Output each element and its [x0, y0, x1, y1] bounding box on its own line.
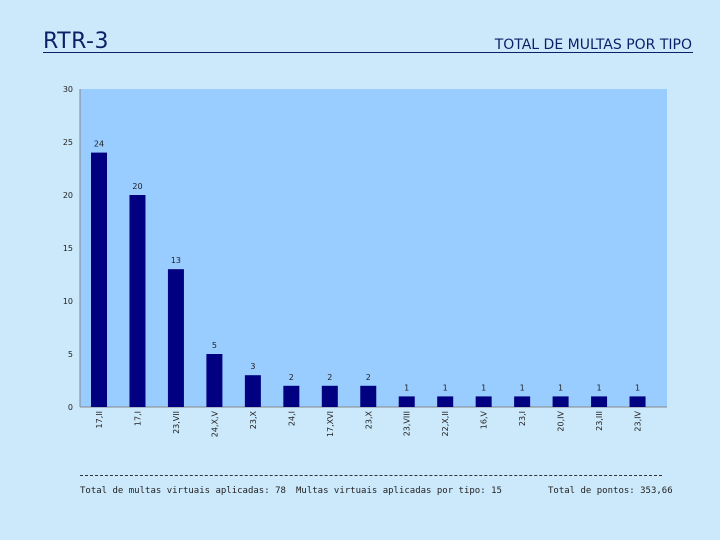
bar: [283, 385, 300, 407]
bar-value-label: 2: [366, 373, 371, 382]
footer-divider: [80, 475, 662, 476]
y-tick-label: 20: [63, 191, 73, 200]
fines-per-type-text: Multas virtuais aplicadas por tipo: 15: [296, 486, 502, 496]
bar: [552, 396, 569, 407]
bar: [91, 152, 107, 407]
bar: [398, 396, 415, 407]
bar-value-label: 1: [443, 383, 448, 392]
x-category-label: 23,VIII: [403, 411, 412, 436]
x-category-label: 16,V: [480, 410, 489, 429]
bar-value-label: 1: [404, 383, 409, 392]
bar: [514, 396, 531, 407]
bars: [91, 152, 646, 407]
bar: [321, 385, 338, 407]
total-points-text: Total de pontos: 353,66: [548, 486, 673, 496]
bar: [475, 396, 492, 407]
bar: [591, 396, 608, 407]
x-category-label: 23,VII: [172, 411, 181, 434]
data-labels: 24 20 13 5 3 2 2 2 1 1 1 1 1 1 1: [94, 140, 640, 393]
x-category-label: 17,XVI: [326, 411, 335, 437]
total-fines-text: Total de multas virtuais aplicadas: 78: [80, 486, 286, 496]
x-category-label: 17,I: [133, 411, 142, 426]
bar: [437, 396, 454, 407]
bar-value-label: 2: [289, 373, 294, 382]
bar-value-label: 1: [558, 383, 563, 392]
bar: [167, 269, 184, 407]
x-category-label: 23,I: [518, 411, 527, 426]
bar-value-label: 1: [481, 383, 486, 392]
bar: [360, 385, 377, 407]
x-category-label: 20,IV: [557, 410, 566, 431]
x-category-label: 23,X: [249, 410, 258, 429]
bar-value-label: 24: [94, 140, 104, 149]
bar-value-label: 5: [212, 341, 217, 350]
title-underline: [43, 52, 693, 53]
y-tick-labels: 0 5 10 15 20 25 30: [63, 85, 73, 412]
x-category-label: 24,I: [287, 411, 296, 426]
y-tick-label: 15: [63, 244, 73, 253]
y-tick-label: 25: [63, 138, 73, 147]
y-tick-label: 0: [68, 403, 73, 412]
x-category-label: 24,X,V: [210, 410, 219, 437]
x-category-label: 17,II: [95, 411, 104, 428]
y-tick-label: 5: [68, 350, 73, 359]
bar-value-label: 1: [520, 383, 525, 392]
bar-value-label: 1: [597, 383, 602, 392]
x-category-label: 22,X,II: [441, 411, 450, 436]
bar-value-label: 2: [327, 373, 332, 382]
x-category-label: 23,IV: [634, 410, 643, 431]
bar-value-label: 20: [132, 182, 142, 191]
bar: [129, 195, 146, 407]
category-labels: 17,II 17,I 23,VII 24,X,V 23,X 24,I 17,XVI 23,X 2…: [95, 410, 643, 437]
y-tick-label: 30: [63, 85, 73, 94]
bar-value-label: 1: [635, 383, 640, 392]
y-tick-label: 10: [63, 297, 73, 306]
bar: [629, 396, 646, 407]
chart-title: TOTAL DE MULTAS POR TIPO: [494, 37, 692, 53]
bar-value-label: 3: [250, 362, 255, 371]
bar: [206, 354, 223, 407]
page-title: RTR-3: [43, 29, 109, 54]
x-category-label: 23,X: [364, 410, 373, 429]
x-category-label: 23,III: [595, 411, 604, 431]
bar-value-label: 13: [171, 256, 181, 265]
bar: [244, 375, 261, 407]
